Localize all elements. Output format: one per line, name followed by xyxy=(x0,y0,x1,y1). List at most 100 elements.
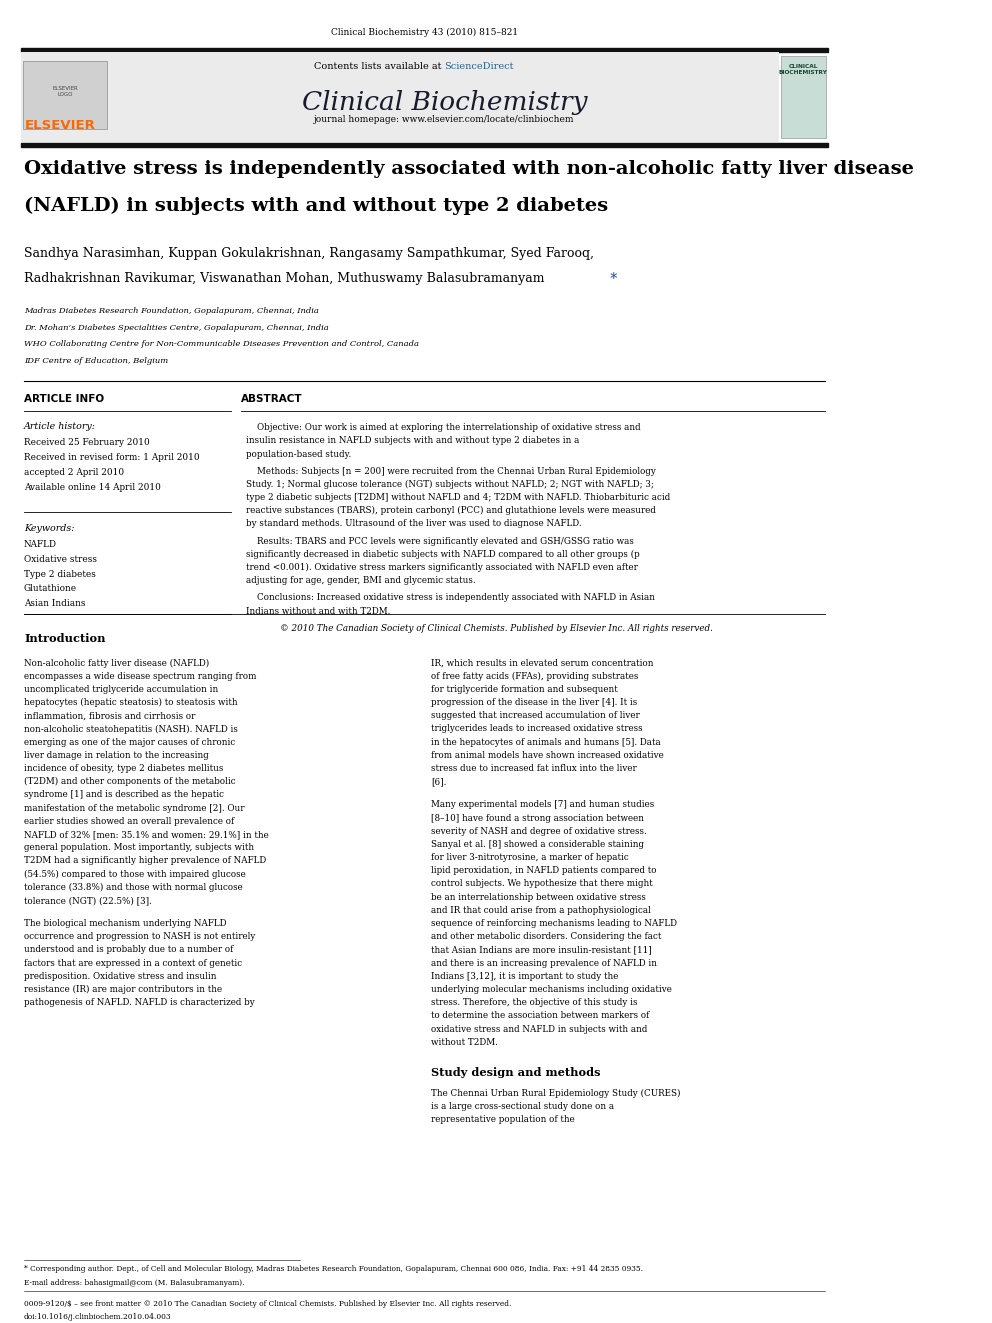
Text: The biological mechanism underlying NAFLD: The biological mechanism underlying NAFL… xyxy=(24,919,226,927)
Text: accepted 2 April 2010: accepted 2 April 2010 xyxy=(24,468,124,476)
Text: predisposition. Oxidative stress and insulin: predisposition. Oxidative stress and ins… xyxy=(24,972,216,980)
Text: liver damage in relation to the increasing: liver damage in relation to the increasi… xyxy=(24,750,208,759)
Text: Contents lists available at: Contents lists available at xyxy=(313,62,444,71)
Text: NAFLD of 32% [men: 35.1% and women: 29.1%] in the: NAFLD of 32% [men: 35.1% and women: 29.1… xyxy=(24,830,269,839)
Text: underlying molecular mechanisms including oxidative: underlying molecular mechanisms includin… xyxy=(432,986,673,994)
Text: Asian Indians: Asian Indians xyxy=(24,599,85,609)
Bar xyxy=(781,56,826,138)
Text: Introduction: Introduction xyxy=(24,634,105,644)
Text: general population. Most importantly, subjects with: general population. Most importantly, su… xyxy=(24,843,254,852)
Text: doi:10.1016/j.clinbiochem.2010.04.003: doi:10.1016/j.clinbiochem.2010.04.003 xyxy=(24,1312,172,1320)
Text: Available online 14 April 2010: Available online 14 April 2010 xyxy=(24,483,161,492)
Text: Dr. Mohan’s Diabetes Specialities Centre, Gopalapuram, Chennai, India: Dr. Mohan’s Diabetes Specialities Centre… xyxy=(24,324,328,332)
Text: factors that are expressed in a context of genetic: factors that are expressed in a context … xyxy=(24,959,242,967)
Text: (T2DM) and other components of the metabolic: (T2DM) and other components of the metab… xyxy=(24,777,235,786)
Text: Clinical Biochemistry 43 (2010) 815–821: Clinical Biochemistry 43 (2010) 815–821 xyxy=(331,28,518,37)
Text: for triglyceride formation and subsequent: for triglyceride formation and subsequen… xyxy=(432,685,618,693)
Text: ARTICLE INFO: ARTICLE INFO xyxy=(24,394,104,404)
Text: © 2010 The Canadian Society of Clinical Chemists. Published by Elsevier Inc. All: © 2010 The Canadian Society of Clinical … xyxy=(280,624,713,632)
Text: stress due to increased fat influx into the liver: stress due to increased fat influx into … xyxy=(432,763,637,773)
Text: suggested that increased accumulation of liver: suggested that increased accumulation of… xyxy=(432,712,640,720)
Text: uncomplicated triglyceride accumulation in: uncomplicated triglyceride accumulation … xyxy=(24,685,218,693)
Text: non-alcoholic steatohepatitis (NASH). NAFLD is: non-alcoholic steatohepatitis (NASH). NA… xyxy=(24,725,238,733)
Text: oxidative stress and NAFLD in subjects with and: oxidative stress and NAFLD in subjects w… xyxy=(432,1024,648,1033)
Text: tolerance (33.8%) and those with normal glucose: tolerance (33.8%) and those with normal … xyxy=(24,882,243,892)
Text: journal homepage: www.elsevier.com/locate/clinbiochem: journal homepage: www.elsevier.com/locat… xyxy=(314,115,574,124)
Text: pathogenesis of NAFLD. NAFLD is characterized by: pathogenesis of NAFLD. NAFLD is characte… xyxy=(24,998,255,1007)
Text: Keywords:: Keywords: xyxy=(24,524,74,533)
Text: adjusting for age, gender, BMI and glycemic status.: adjusting for age, gender, BMI and glyce… xyxy=(246,577,475,585)
Text: Received in revised form: 1 April 2010: Received in revised form: 1 April 2010 xyxy=(24,452,199,462)
Text: in the hepatocytes of animals and humans [5]. Data: in the hepatocytes of animals and humans… xyxy=(432,738,662,746)
Text: by standard methods. Ultrasound of the liver was used to diagnose NAFLD.: by standard methods. Ultrasound of the l… xyxy=(246,520,581,528)
Text: and IR that could arise from a pathophysiological: and IR that could arise from a pathophys… xyxy=(432,906,652,916)
Text: insulin resistance in NAFLD subjects with and without type 2 diabetes in a: insulin resistance in NAFLD subjects wit… xyxy=(246,437,579,446)
Text: CLINICAL
BIOCHEMISTRY: CLINICAL BIOCHEMISTRY xyxy=(779,64,828,74)
Text: trend <0.001). Oxidative stress markers significantly associated with NAFLD even: trend <0.001). Oxidative stress markers … xyxy=(246,564,638,572)
Bar xyxy=(22,52,109,142)
Text: Article history:: Article history: xyxy=(24,422,96,431)
Text: Received 25 February 2010: Received 25 February 2010 xyxy=(24,438,150,447)
Text: reactive substances (TBARS), protein carbonyl (PCC) and glutathione levels were : reactive substances (TBARS), protein car… xyxy=(246,507,656,516)
Text: Sandhya Narasimhan, Kuppan Gokulakrishnan, Rangasamy Sampathkumar, Syed Farooq,: Sandhya Narasimhan, Kuppan Gokulakrishna… xyxy=(24,247,594,259)
Text: type 2 diabetic subjects [T2DM] without NAFLD and 4; T2DM with NAFLD. Thiobarbit: type 2 diabetic subjects [T2DM] without … xyxy=(246,493,670,503)
Text: and there is an increasing prevalence of NAFLD in: and there is an increasing prevalence of… xyxy=(432,959,658,967)
Text: Many experimental models [7] and human studies: Many experimental models [7] and human s… xyxy=(432,800,655,810)
Text: lipid peroxidation, in NAFLD patients compared to: lipid peroxidation, in NAFLD patients co… xyxy=(432,867,657,876)
Text: Conclusions: Increased oxidative stress is independently associated with NAFLD i: Conclusions: Increased oxidative stress … xyxy=(246,594,655,602)
Text: IDF Centre of Education, Belgium: IDF Centre of Education, Belgium xyxy=(24,357,169,365)
Bar xyxy=(23,61,107,128)
Text: Non-alcoholic fatty liver disease (NAFLD): Non-alcoholic fatty liver disease (NAFLD… xyxy=(24,659,209,668)
Text: control subjects. We hypothesize that there might: control subjects. We hypothesize that th… xyxy=(432,880,653,889)
Text: Glutathione: Glutathione xyxy=(24,585,77,594)
Text: 0009-9120/$ – see front matter © 2010 The Canadian Society of Clinical Chemists.: 0009-9120/$ – see front matter © 2010 Th… xyxy=(24,1301,511,1308)
Text: understood and is probably due to a number of: understood and is probably due to a numb… xyxy=(24,946,233,954)
Text: occurrence and progression to NASH is not entirely: occurrence and progression to NASH is no… xyxy=(24,933,255,941)
Text: stress. Therefore, the objective of this study is: stress. Therefore, the objective of this… xyxy=(432,998,638,1007)
Text: and other metabolic disorders. Considering the fact: and other metabolic disorders. Consideri… xyxy=(432,933,662,941)
Bar xyxy=(22,48,827,52)
Text: that Asian Indians are more insulin-resistant [11]: that Asian Indians are more insulin-resi… xyxy=(432,946,652,954)
Text: Methods: Subjects [n = 200] were recruited from the Chennai Urban Rural Epidemio: Methods: Subjects [n = 200] were recruit… xyxy=(246,467,656,476)
Text: (NAFLD) in subjects with and without type 2 diabetes: (NAFLD) in subjects with and without typ… xyxy=(24,197,608,216)
Text: E-mail address: bahasigmail@com (M. Balasubramanyam).: E-mail address: bahasigmail@com (M. Bala… xyxy=(24,1279,244,1287)
Text: significantly decreased in diabetic subjects with NAFLD compared to all other gr: significantly decreased in diabetic subj… xyxy=(246,550,640,560)
Text: * Corresponding author. Dept., of Cell and Molecular Biology, Madras Diabetes Re: * Corresponding author. Dept., of Cell a… xyxy=(24,1265,643,1273)
Text: ELSEVIER
LOGO: ELSEVIER LOGO xyxy=(53,86,78,97)
Text: population-based study.: population-based study. xyxy=(246,450,351,459)
Text: from animal models have shown increased oxidative: from animal models have shown increased … xyxy=(432,750,665,759)
Text: be an interrelationship between oxidative stress: be an interrelationship between oxidativ… xyxy=(432,893,647,902)
Text: incidence of obesity, type 2 diabetes mellitus: incidence of obesity, type 2 diabetes me… xyxy=(24,763,223,773)
Text: The Chennai Urban Rural Epidemiology Study (CURES): The Chennai Urban Rural Epidemiology Stu… xyxy=(432,1089,681,1098)
Text: [8–10] have found a strong association between: [8–10] have found a strong association b… xyxy=(432,814,645,823)
Text: Type 2 diabetes: Type 2 diabetes xyxy=(24,570,96,578)
Text: (54.5%) compared to those with impaired glucose: (54.5%) compared to those with impaired … xyxy=(24,869,246,878)
Text: Study design and methods: Study design and methods xyxy=(432,1066,601,1078)
Text: inflammation, fibrosis and cirrhosis or: inflammation, fibrosis and cirrhosis or xyxy=(24,712,195,720)
Text: severity of NASH and degree of oxidative stress.: severity of NASH and degree of oxidative… xyxy=(432,827,647,836)
Text: representative population of the: representative population of the xyxy=(432,1115,575,1125)
Text: tolerance (NGT) (22.5%) [3].: tolerance (NGT) (22.5%) [3]. xyxy=(24,896,152,905)
Text: Oxidative stress is independently associated with non-alcoholic fatty liver dise: Oxidative stress is independently associ… xyxy=(24,160,914,177)
Text: WHO Collaborating Centre for Non-Communicable Diseases Prevention and Control, C: WHO Collaborating Centre for Non-Communi… xyxy=(24,340,419,348)
Text: earlier studies showed an overall prevalence of: earlier studies showed an overall preval… xyxy=(24,816,234,826)
Text: Oxidative stress: Oxidative stress xyxy=(24,554,97,564)
Text: ScienceDirect: ScienceDirect xyxy=(444,62,514,71)
Text: Indians [3,12], it is important to study the: Indians [3,12], it is important to study… xyxy=(432,972,619,980)
Text: encompasses a wide disease spectrum ranging from: encompasses a wide disease spectrum rang… xyxy=(24,672,257,680)
Text: Clinical Biochemistry: Clinical Biochemistry xyxy=(302,90,587,115)
Text: for liver 3-nitrotyrosine, a marker of hepatic: for liver 3-nitrotyrosine, a marker of h… xyxy=(432,853,629,863)
Text: IR, which results in elevated serum concentration: IR, which results in elevated serum conc… xyxy=(432,659,654,668)
Text: triglycerides leads to increased oxidative stress: triglycerides leads to increased oxidati… xyxy=(432,725,643,733)
Bar xyxy=(109,52,779,142)
Text: to determine the association between markers of: to determine the association between mar… xyxy=(432,1011,650,1020)
Text: hepatocytes (hepatic steatosis) to steatosis with: hepatocytes (hepatic steatosis) to steat… xyxy=(24,699,238,708)
Text: Radhakrishnan Ravikumar, Viswanathan Mohan, Muthuswamy Balasubramanyam: Radhakrishnan Ravikumar, Viswanathan Moh… xyxy=(24,273,545,286)
Text: resistance (IR) are major contributors in the: resistance (IR) are major contributors i… xyxy=(24,986,222,994)
Text: sequence of reinforcing mechanisms leading to NAFLD: sequence of reinforcing mechanisms leadi… xyxy=(432,919,678,927)
Text: manifestation of the metabolic syndrome [2]. Our: manifestation of the metabolic syndrome … xyxy=(24,803,244,812)
Text: emerging as one of the major causes of chronic: emerging as one of the major causes of c… xyxy=(24,738,235,746)
Text: syndrome [1] and is described as the hepatic: syndrome [1] and is described as the hep… xyxy=(24,790,224,799)
Text: T2DM had a significantly higher prevalence of NAFLD: T2DM had a significantly higher prevalen… xyxy=(24,856,266,865)
Bar xyxy=(22,143,827,147)
